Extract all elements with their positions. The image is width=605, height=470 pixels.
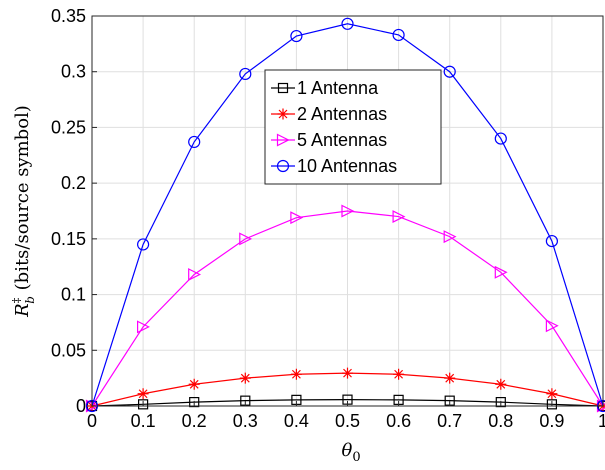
x-tick-label: 0.1: [131, 411, 156, 431]
data-point: [546, 388, 558, 400]
data-point: [290, 368, 302, 380]
legend-label: 1 Antenna: [297, 78, 379, 98]
data-point: [189, 397, 200, 408]
x-tick-label: 0.9: [539, 411, 564, 431]
y-axis-title-sub: b: [23, 296, 37, 304]
data-point: [495, 397, 506, 408]
y-axis-title: R‡b (bits/source symbol): [10, 105, 37, 318]
legend-marker: [277, 82, 289, 94]
data-point: [290, 29, 303, 43]
legend-label: 5 Antennas: [297, 130, 387, 150]
data-point: [545, 319, 559, 333]
y-tick-label: 0.3: [61, 62, 86, 82]
x-tick-label: 0.8: [488, 411, 513, 431]
data-point: [393, 368, 405, 380]
data-point: [443, 65, 456, 78]
x-tick-label: 0.3: [233, 411, 258, 431]
data-point: [443, 230, 457, 244]
x-axis-title-text: θ0: [342, 440, 361, 465]
y-axis-title-rest: (bits/source symbol): [12, 105, 33, 296]
data-point: [546, 399, 558, 410]
data-point: [138, 399, 149, 410]
data-point: [392, 28, 405, 42]
data-point: [188, 135, 201, 149]
data-point: [545, 234, 559, 248]
x-axis-title-sub: 0: [352, 450, 360, 465]
y-axis-title-base: R: [12, 303, 33, 318]
x-tick-label: 0.7: [437, 411, 462, 431]
data-point: [444, 372, 456, 384]
legend-marker: [276, 159, 290, 173]
data-point: [137, 388, 149, 400]
legend-item: 1 Antenna: [271, 78, 379, 98]
y-tick-label: 0: [76, 396, 86, 416]
series-line: [91, 210, 604, 407]
legend-item: 5 Antennas: [271, 130, 387, 150]
y-axis-title-sup: ‡: [10, 297, 23, 303]
y-tick-label: 0.1: [61, 285, 86, 305]
data-point: [392, 210, 406, 224]
y-tick-label: 0.35: [51, 6, 86, 26]
y-axis-title-text: R‡b (bits/source symbol): [10, 105, 37, 318]
data-point: [341, 204, 355, 218]
x-tick-label: 0.5: [335, 411, 360, 431]
y-tick-label: 0.15: [51, 229, 86, 249]
legend-label: 2 Antennas: [297, 104, 387, 124]
x-axis-title: θ0: [342, 440, 361, 465]
x-tick-label: 0.2: [182, 411, 207, 431]
data-point: [137, 238, 150, 251]
legend-label: 10 Antennas: [297, 156, 397, 176]
y-tick-label: 0.05: [51, 340, 86, 360]
data-point: [239, 372, 251, 384]
data-point: [137, 320, 150, 334]
data-point: [188, 378, 200, 390]
x-tick-label: 0.4: [284, 411, 309, 431]
data-point: [239, 232, 253, 246]
series-line: [91, 23, 604, 407]
data-point: [341, 17, 354, 30]
data-point: [188, 268, 202, 281]
x-tick-label: 0.6: [386, 411, 411, 431]
x-tick-label: 1: [598, 411, 605, 431]
legend-marker: [276, 133, 290, 147]
legend-item: 10 Antennas: [271, 156, 397, 176]
data-point: [342, 367, 353, 379]
legend-box: [264, 69, 442, 185]
y-tick-label: 0.2: [61, 173, 86, 193]
y-tick-label: 0.25: [51, 117, 86, 137]
series-2: [86, 367, 605, 412]
data-point: [495, 378, 507, 390]
series-1: [86, 394, 605, 412]
legend-marker: [277, 108, 289, 120]
series-3: [85, 204, 605, 413]
plot-area: [85, 17, 605, 413]
data-point: [494, 265, 508, 279]
data-point: [290, 211, 304, 225]
legend: 1 Antenna 2 Antennas 5 Antennas 10 Antennas: [264, 69, 442, 185]
series-line: [91, 399, 604, 407]
axis-ticks: 0 0.1 0.2 0.3 0.4 0.5 0.6 0.7 0.8 0.9 1 0 0.05 0.1 0.1…: [51, 6, 605, 431]
legend-item: 2 Antennas: [271, 104, 387, 124]
data-point: [239, 67, 252, 81]
data-point: [494, 132, 507, 145]
x-tick-label: 0: [87, 411, 97, 431]
